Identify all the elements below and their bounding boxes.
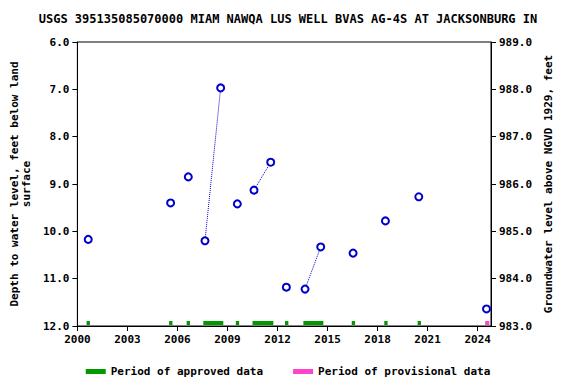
svg-text:9.0: 9.0 [50, 178, 70, 191]
svg-text:984.0: 984.0 [499, 272, 532, 285]
svg-text:987.0: 987.0 [499, 130, 532, 143]
svg-text:986.0: 986.0 [499, 178, 532, 191]
svg-text:2003: 2003 [114, 333, 141, 346]
svg-text:10.0: 10.0 [43, 225, 70, 238]
svg-text:2009: 2009 [214, 333, 241, 346]
svg-text:989.0: 989.0 [499, 36, 532, 49]
svg-text:983.0: 983.0 [499, 320, 532, 333]
svg-text:12.0: 12.0 [43, 320, 70, 333]
svg-text:2006: 2006 [164, 333, 191, 346]
svg-text:2021: 2021 [414, 333, 441, 346]
svg-text:6.0: 6.0 [50, 36, 70, 49]
svg-text:Groundwater level above NGVD 1: Groundwater level above NGVD 1929, feet [542, 55, 555, 313]
svg-text:Period of provisional data: Period of provisional data [318, 365, 490, 378]
svg-text:2018: 2018 [364, 333, 391, 346]
svg-text:8.0: 8.0 [50, 130, 70, 143]
svg-text:Period of approved data: Period of approved data [111, 365, 263, 378]
svg-text:2015: 2015 [314, 333, 341, 346]
svg-text:Depth to water level, feet bel: Depth to water level, feet below land [7, 61, 21, 307]
svg-text:surface: surface [20, 160, 33, 207]
svg-text:985.0: 985.0 [499, 225, 532, 238]
svg-text:2000: 2000 [64, 333, 91, 346]
svg-text:2012: 2012 [264, 333, 291, 346]
svg-text:988.0: 988.0 [499, 83, 532, 96]
svg-text:USGS 395135085070000 MIAM NAWQ: USGS 395135085070000 MIAM NAWQA LUS WELL… [39, 12, 538, 26]
svg-text:2024: 2024 [464, 333, 491, 346]
svg-text:11.0: 11.0 [43, 272, 70, 285]
svg-text:7.0: 7.0 [50, 83, 70, 96]
